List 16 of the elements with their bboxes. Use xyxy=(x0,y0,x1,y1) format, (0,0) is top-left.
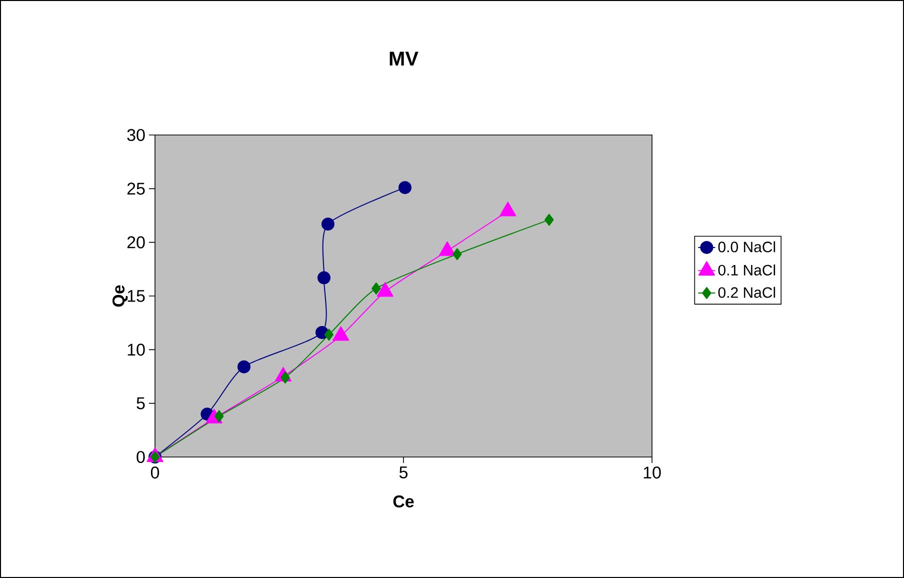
y-tick-label: 25 xyxy=(127,182,145,195)
x-tick-label: 0 xyxy=(150,466,160,479)
y-tick-label: 0 xyxy=(136,450,145,464)
x-axis-title: Ce xyxy=(393,495,414,508)
y-axis-title: Qe xyxy=(112,285,128,307)
y-tick-label: 30 xyxy=(127,128,145,142)
y-tick-label: 20 xyxy=(127,236,145,248)
legend-label: 0.0 NaCl xyxy=(718,241,776,252)
x-tick-label: 10 xyxy=(644,466,661,479)
y-tick-label: 10 xyxy=(128,344,145,356)
x-tick-label: 5 xyxy=(399,466,408,478)
chart-title: MV xyxy=(390,52,418,66)
legend-label: 0.2 NaCl xyxy=(718,286,776,298)
y-tick-label: 15 xyxy=(128,290,145,302)
legend-label: 0.1 NaCl xyxy=(718,264,776,276)
y-tick-label: 5 xyxy=(136,397,145,410)
